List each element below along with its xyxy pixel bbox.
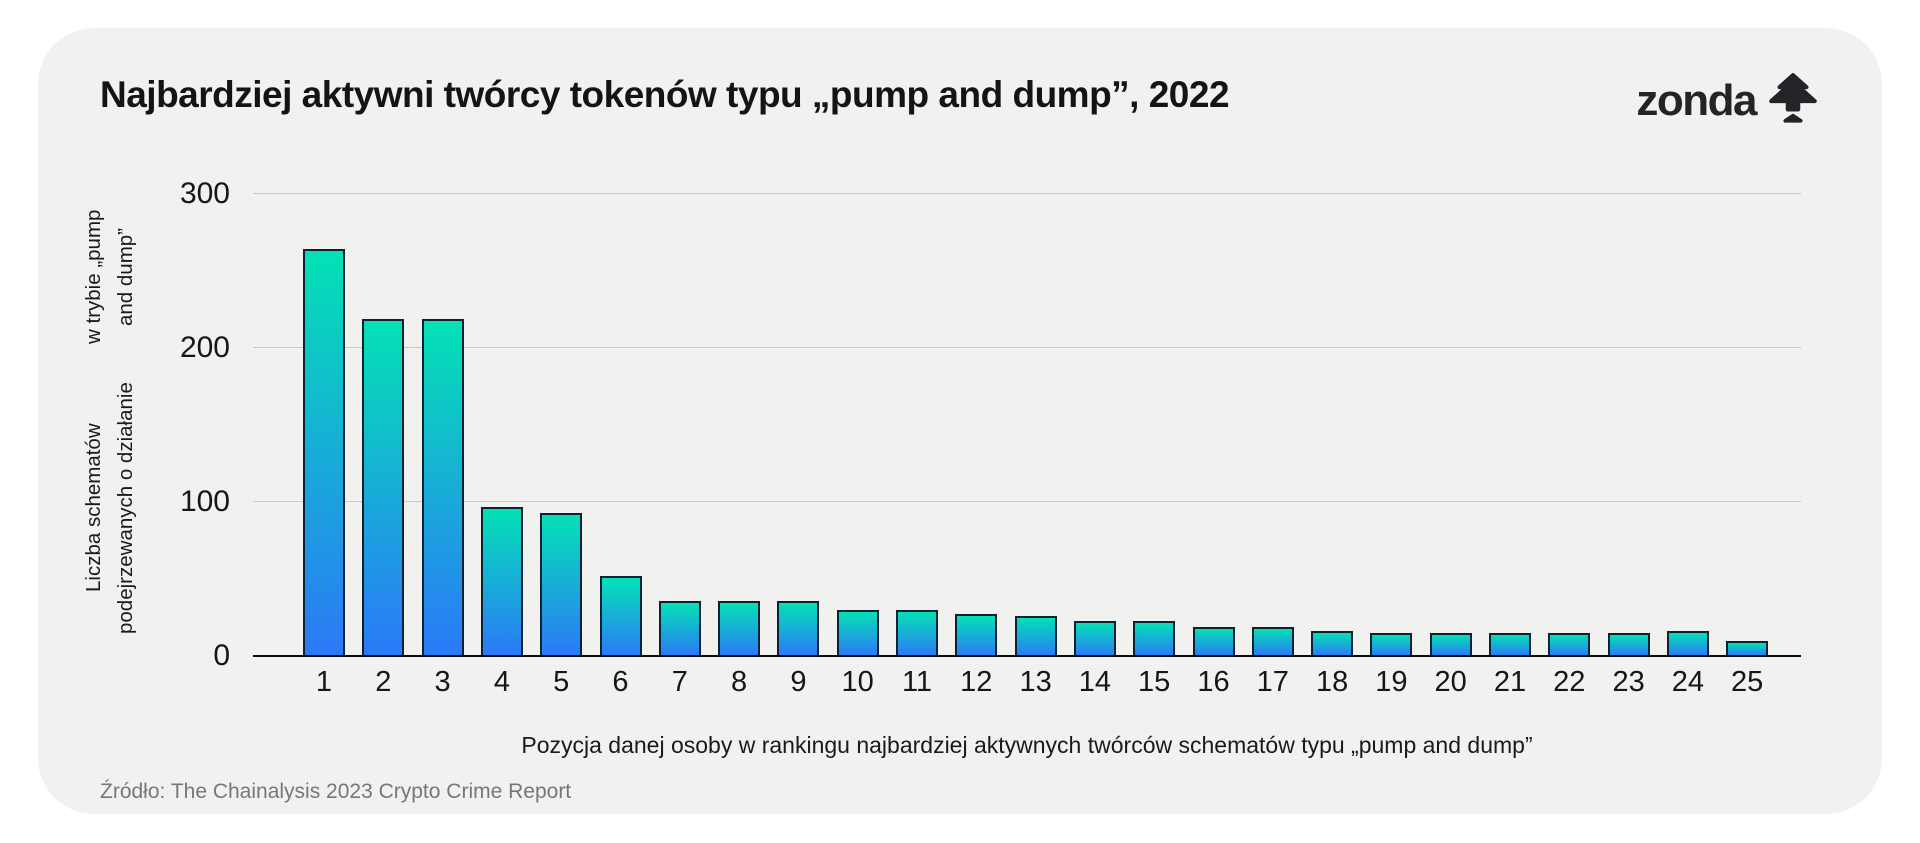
y-tick-label-0: 0 [213, 639, 230, 672]
x-tick-label-12: 12 [960, 666, 993, 698]
bar-rank-12 [955, 614, 998, 656]
chart-title: Najbardziej aktywni twórcy tokenów typu … [100, 74, 1230, 115]
bar-rank-21 [1489, 632, 1531, 656]
x-tick-label-17: 17 [1256, 666, 1289, 698]
bar-rank-11 [896, 609, 938, 656]
y-tick-label-100: 100 [179, 485, 230, 518]
bar-rank-15 [1133, 620, 1176, 656]
x-tick-label-25: 25 [1731, 666, 1764, 698]
bar-rank-7 [658, 600, 701, 656]
gridline-300 [253, 193, 1801, 194]
x-tick-label-13: 13 [1019, 666, 1052, 698]
bar-rank-10 [836, 609, 879, 656]
bar-rank-8 [718, 600, 761, 656]
gridline-100 [253, 501, 1801, 502]
bar-rank-1 [303, 249, 345, 656]
x-tick-label-5: 5 [553, 666, 570, 698]
x-tick-label-18: 18 [1315, 666, 1349, 698]
x-tick-label-6: 6 [612, 666, 629, 698]
y-axis-label: Liczba schematów podejrzewanych o działa… [66, 194, 154, 656]
x-tick-label-3: 3 [434, 666, 451, 698]
bar-rank-25 [1726, 640, 1769, 656]
bar-rank-14 [1073, 620, 1116, 656]
x-tick-label-7: 7 [671, 666, 688, 698]
x-tick-label-8: 8 [731, 666, 748, 698]
x-tick-label-19: 19 [1375, 666, 1408, 698]
x-tick-label-15: 15 [1138, 666, 1171, 698]
x-axis-label: Pozycja danej osoby w rankingu najbardzi… [521, 732, 1533, 758]
x-tick-label-4: 4 [493, 666, 510, 698]
x-tick-label-23: 23 [1612, 666, 1645, 698]
zonda-logo-text: zonda [1636, 75, 1757, 125]
bar-rank-6 [599, 575, 642, 656]
bar-rank-9 [777, 600, 820, 656]
x-tick-label-11: 11 [901, 666, 933, 698]
tree-arrow-icon [1764, 72, 1822, 129]
x-tick-label-9: 9 [790, 666, 807, 698]
bar-rank-20 [1429, 632, 1472, 656]
bar-rank-3 [421, 318, 464, 656]
bar-rank-18 [1311, 631, 1354, 656]
bar-rank-2 [362, 318, 405, 656]
x-tick-label-16: 16 [1197, 666, 1230, 698]
zonda-logo: zonda [1636, 72, 1822, 129]
chart-card: Najbardziej aktywni twórcy tokenów typu … [38, 28, 1882, 814]
bar-rank-5 [540, 512, 583, 656]
x-tick-label-20: 20 [1434, 666, 1467, 698]
bar-rank-16 [1192, 626, 1235, 656]
x-tick-label-10: 10 [841, 666, 874, 698]
x-tick-label-1: 1 [315, 666, 333, 698]
source-note: Źródło: The Chainalysis 2023 Crypto Crim… [100, 780, 572, 803]
bar-chart-plot-area: 0 100 200 300 1 2 3 4 5 6 7 8 9 10 11 12 13 14 15 16 17 18 19 2… [180, 177, 1801, 698]
gridline-200 [253, 347, 1801, 348]
x-tick-label-24: 24 [1671, 666, 1705, 698]
bar-rank-19 [1370, 632, 1413, 656]
y-tick-label-200: 200 [179, 331, 230, 364]
x-tick-label-14: 14 [1078, 666, 1112, 698]
x-axis-line [253, 655, 1801, 657]
bar-rank-24 [1666, 631, 1709, 656]
y-tick-label-300: 300 [179, 177, 230, 210]
bar-rank-13 [1014, 615, 1057, 656]
x-tick-label-21: 21 [1493, 666, 1527, 698]
bar-rank-22 [1548, 632, 1591, 656]
x-tick-label-22: 22 [1553, 666, 1586, 698]
bar-rank-17 [1251, 626, 1294, 656]
bar-rank-23 [1607, 632, 1650, 656]
x-tick-label-2: 2 [375, 666, 392, 698]
bar-rank-4 [480, 506, 523, 656]
